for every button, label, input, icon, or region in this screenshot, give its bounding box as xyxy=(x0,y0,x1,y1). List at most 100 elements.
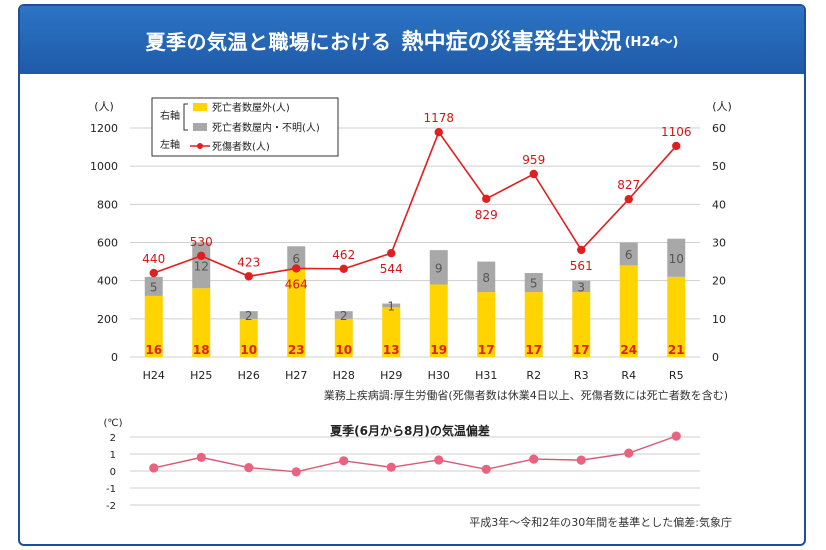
legend-box xyxy=(151,97,339,157)
casualties-point xyxy=(387,248,396,258)
bar-outdoor-value-label: 13 xyxy=(383,343,400,357)
right-axis-tick-label: 20 xyxy=(712,275,726,288)
bar-outdoor-deaths xyxy=(382,307,401,357)
legend-label-outdoor: 死亡者数屋外(人) xyxy=(212,101,290,114)
main-chart-bars xyxy=(144,238,686,357)
temp-axis-tick-label: 1 xyxy=(110,450,116,461)
left-axis-tick-label: 1200 xyxy=(90,122,118,135)
bar-outdoor-deaths xyxy=(144,295,163,357)
x-axis-tick-label: H27 xyxy=(285,369,307,382)
bar-indoor-deaths xyxy=(477,261,496,293)
title-strong: 熱中症の災害発生状況 xyxy=(401,30,622,55)
bar-indoor-value-label: 8 xyxy=(482,271,490,285)
temp-anomaly-point xyxy=(529,454,539,464)
casualties-value-label: 462 xyxy=(332,248,355,262)
casualties-value-label: 829 xyxy=(475,208,498,222)
bar-outdoor-value-label: 24 xyxy=(620,343,637,357)
right-axis-unit: (人) xyxy=(712,100,732,113)
bar-indoor-value-label: 3 xyxy=(577,280,585,294)
bar-indoor-deaths xyxy=(572,280,591,293)
casualties-value-label: 530 xyxy=(190,235,213,249)
temp-chart-line xyxy=(149,431,681,477)
temp-anomaly-point xyxy=(244,463,254,473)
bar-outdoor-deaths xyxy=(334,318,353,357)
legend-left-axis-label: 左軸 xyxy=(160,138,180,151)
bar-indoor-deaths xyxy=(334,311,353,319)
bar-outdoor-value-label: 16 xyxy=(145,343,162,357)
temp-anomaly-point xyxy=(386,462,396,472)
title-suffix: (H24〜) xyxy=(624,34,679,50)
bar-indoor-value-label: 10 xyxy=(669,252,684,266)
casualties-point xyxy=(149,268,158,278)
bar-outdoor-deaths xyxy=(524,292,543,357)
casualties-point xyxy=(339,264,348,274)
bar-indoor-deaths xyxy=(429,250,448,285)
bar-indoor-deaths xyxy=(619,242,638,266)
legend-line-marker xyxy=(197,143,203,149)
x-axis-tick-label: H24 xyxy=(143,369,165,382)
bar-indoor-deaths xyxy=(192,242,211,289)
bar-outdoor-deaths xyxy=(572,292,591,357)
temp-anomaly-point xyxy=(624,448,634,458)
bar-outdoor-deaths xyxy=(477,292,496,357)
bar-indoor-deaths xyxy=(287,246,306,270)
main-source-note: 業務上疾病調:厚生労働省(死傷者数は休業4日以上、死傷者数には死亡者数を含む) xyxy=(324,388,728,402)
left-axis-tick-label: 600 xyxy=(97,237,118,250)
left-axis-unit: (人) xyxy=(94,100,114,113)
bar-outdoor-deaths xyxy=(667,276,686,357)
temp-anomaly-point xyxy=(196,452,206,462)
casualties-value-label: 1178 xyxy=(423,111,454,125)
legend-bracket xyxy=(183,103,188,131)
bar-indoor-deaths xyxy=(667,238,686,277)
casualties-value-label: 827 xyxy=(617,178,640,192)
temp-chart-grid xyxy=(130,436,700,506)
legend-right-axis-label: 右軸 xyxy=(160,109,180,122)
temp-axis-tick-label: 2 xyxy=(110,433,116,444)
temp-anomaly-point xyxy=(481,464,491,474)
casualties-value-label: 561 xyxy=(570,259,593,273)
bar-indoor-value-label: 9 xyxy=(435,261,443,275)
right-axis-tick-label: 40 xyxy=(712,198,726,211)
bar-outdoor-deaths xyxy=(429,284,448,357)
temp-anomaly-point xyxy=(149,463,159,473)
temp-source-note: 平成3年〜令和2年の30年間を基準とした偏差:気象庁 xyxy=(469,515,732,529)
title: 夏季の気温と職場における 熱中症の災害発生状況 (H24〜) xyxy=(20,6,804,74)
left-axis-tick-label: 400 xyxy=(97,275,118,288)
casualties-value-label: 423 xyxy=(237,255,260,269)
casualties-point xyxy=(482,194,491,203)
bar-indoor-value-label: 6 xyxy=(292,252,300,266)
left-axis-tick-label: 1000 xyxy=(90,160,118,173)
temp-anomaly-line xyxy=(153,435,677,473)
bar-indoor-value-label: 5 xyxy=(150,280,158,294)
bar-outdoor-deaths xyxy=(192,288,211,357)
right-axis-tick-label: 60 xyxy=(712,122,726,135)
legend-label-indoor: 死亡者数屋内・不明(人) xyxy=(212,121,320,134)
legend-swatch-indoor xyxy=(193,123,207,131)
x-axis-tick-label: R5 xyxy=(669,369,684,382)
x-axis-tick-label: H29 xyxy=(380,369,402,382)
temp-axis-tick-label: 0 xyxy=(110,467,116,478)
right-axis-tick-label: 30 xyxy=(712,237,726,250)
casualties-point xyxy=(577,245,586,255)
bar-outdoor-deaths xyxy=(239,318,258,357)
temp-axis-tick-label: -1 xyxy=(106,484,116,495)
casualties-value-label: 1106 xyxy=(661,125,692,139)
right-axis-tick-label: 10 xyxy=(712,313,726,326)
left-axis-tick-label: 800 xyxy=(97,198,118,211)
temp-axis-tick-label: -2 xyxy=(106,501,116,512)
casualties-point xyxy=(434,127,443,137)
right-axis-tick-label: 0 xyxy=(712,351,719,364)
casualties-point xyxy=(672,141,681,151)
bar-outdoor-deaths xyxy=(619,265,638,357)
bar-outdoor-value-label: 19 xyxy=(430,343,447,357)
x-axis-tick-label: R2 xyxy=(526,369,541,382)
main-chart-axes: 0 200 400 600 800 1000 1200 0 10 20 30 40 50 60 (人) (人)… xyxy=(90,100,732,382)
casualties-point xyxy=(292,264,301,273)
x-axis-tick-label: H25 xyxy=(190,369,212,382)
bar-indoor-value-label: 5 xyxy=(530,277,538,291)
bar-outdoor-value-label: 17 xyxy=(573,343,590,357)
bar-outdoor-value-label: 17 xyxy=(478,343,495,357)
bar-outdoor-value-label: 10 xyxy=(335,343,352,357)
bar-indoor-value-label: 2 xyxy=(245,309,253,323)
x-axis-tick-label: H26 xyxy=(238,369,260,382)
